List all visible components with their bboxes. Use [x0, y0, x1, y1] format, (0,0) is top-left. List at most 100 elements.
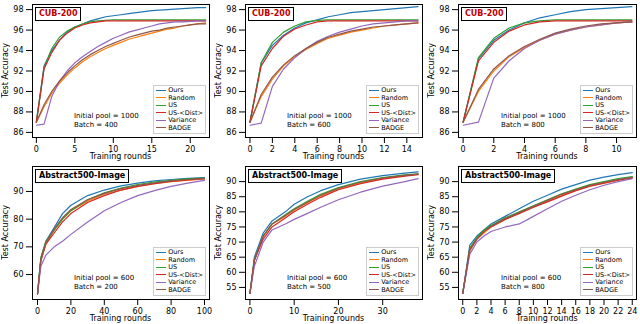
- svg-text:2: 2: [270, 145, 275, 154]
- svg-text:55: 55: [439, 283, 449, 292]
- svg-text:85: 85: [226, 192, 236, 201]
- svg-text:94: 94: [13, 46, 23, 55]
- html-text:Random: Random: [168, 93, 195, 102]
- svg-text:90: 90: [13, 87, 23, 96]
- svg-text:20: 20: [333, 307, 344, 317]
- svg-text:30: 30: [378, 307, 388, 316]
- html-text:Batch = 800: Batch = 800: [501, 120, 545, 129]
- svg-text:70: 70: [439, 238, 449, 247]
- html-text:Test Accuracy: Test Accuracy: [213, 43, 223, 98]
- svg-text:92: 92: [439, 67, 449, 76]
- svg-text:8: 8: [583, 145, 588, 154]
- svg-text:80: 80: [439, 207, 449, 216]
- html-text:Test Accuracy: Test Accuracy: [426, 205, 436, 260]
- html-text:Test Accuracy: Test Accuracy: [0, 205, 10, 260]
- svg-text:86: 86: [439, 128, 449, 137]
- svg-text:14: 14: [402, 145, 412, 154]
- svg-text:40: 40: [99, 307, 110, 317]
- svg-text:15: 15: [146, 145, 157, 155]
- svg-text:86: 86: [13, 128, 23, 137]
- svg-text:10: 10: [611, 145, 621, 154]
- svg-text:0: 0: [461, 145, 466, 154]
- html-text:CUB-200: CUB-200: [465, 9, 504, 18]
- svg-text:18: 18: [585, 307, 595, 316]
- svg-text:98: 98: [439, 5, 449, 14]
- html-text:10 12 14 16: 10 12 14 16: [528, 307, 581, 317]
- svg-text:5: 5: [72, 145, 77, 154]
- svg-text:98: 98: [226, 5, 236, 14]
- svg-text:2: 2: [474, 307, 479, 316]
- svg-text:0: 0: [34, 145, 39, 154]
- svg-text:0: 0: [247, 307, 252, 316]
- svg-text:10: 10: [289, 307, 299, 316]
- svg-text:10: 10: [356, 145, 368, 155]
- html-text:Batch = 400: Batch = 400: [74, 120, 118, 129]
- html-text:BADGE: BADGE: [595, 123, 619, 132]
- html-text:CUB-200: CUB-200: [39, 9, 78, 18]
- svg-text:88: 88: [439, 107, 449, 116]
- html-text:BADGE: BADGE: [168, 123, 192, 132]
- html-text:US-<Dist>: US-<Dist>: [168, 108, 203, 117]
- svg-text:90: 90: [439, 177, 449, 186]
- svg-text:90: 90: [13, 187, 23, 196]
- svg-text:96: 96: [226, 26, 236, 35]
- svg-text:70: 70: [13, 242, 23, 251]
- html-text:Test Accuracy: Test Accuracy: [426, 43, 436, 98]
- svg-text:94: 94: [226, 46, 236, 55]
- svg-text:80: 80: [226, 207, 236, 216]
- html-text:Test Accuracy: Test Accuracy: [0, 43, 10, 98]
- html-text:CUB-200: CUB-200: [252, 9, 291, 18]
- html-text:Training rounds: Training rounds: [302, 152, 365, 161]
- svg-text:20: 20: [599, 307, 609, 316]
- svg-text:80: 80: [13, 215, 23, 224]
- svg-text:88: 88: [226, 107, 236, 116]
- svg-text:22: 22: [613, 307, 623, 316]
- svg-text:90: 90: [226, 177, 236, 186]
- svg-text:0: 0: [35, 307, 40, 316]
- svg-text:60: 60: [13, 270, 23, 279]
- html-text:US-<Dist>: US-<Dist>: [595, 108, 630, 117]
- svg-text:98: 98: [13, 5, 23, 14]
- html-text:Abstract500-Image: Abstract500-Image: [39, 171, 126, 180]
- svg-text:0: 0: [247, 145, 252, 154]
- svg-text:4: 4: [488, 307, 493, 316]
- svg-text:20: 20: [66, 307, 76, 316]
- svg-text:86: 86: [226, 128, 236, 137]
- svg-text:65: 65: [226, 253, 236, 262]
- svg-text:6: 6: [503, 307, 508, 316]
- svg-text:96: 96: [13, 26, 23, 35]
- svg-text:90: 90: [439, 87, 449, 96]
- html-text:US-<Dist>: US-<Dist>: [381, 108, 416, 117]
- svg-text:70: 70: [226, 238, 236, 247]
- svg-text:20: 20: [185, 145, 195, 154]
- svg-text:92: 92: [13, 67, 23, 76]
- svg-text:80: 80: [166, 307, 176, 316]
- html-text:Random: Random: [381, 93, 408, 102]
- svg-text:96: 96: [439, 26, 449, 35]
- html-text:Random: Random: [595, 93, 622, 102]
- svg-text:85: 85: [439, 192, 449, 201]
- svg-text:4: 4: [292, 145, 297, 154]
- svg-text:90: 90: [226, 87, 236, 96]
- svg-text:92: 92: [226, 67, 236, 76]
- svg-text:94: 94: [439, 46, 449, 55]
- html-text:Training rounds: Training rounds: [89, 152, 152, 161]
- svg-text:88: 88: [13, 107, 23, 116]
- svg-text:60: 60: [226, 268, 236, 277]
- html-text:Test Accuracy: Test Accuracy: [213, 205, 223, 260]
- html-text:BADGE: BADGE: [381, 123, 405, 132]
- html-text:Training rounds: Training rounds: [516, 152, 578, 161]
- svg-text:100: 100: [197, 307, 212, 316]
- svg-text:75: 75: [439, 223, 449, 232]
- svg-text:65: 65: [439, 253, 449, 262]
- svg-text:60: 60: [132, 307, 143, 317]
- svg-text:12: 12: [379, 145, 389, 154]
- svg-text:75: 75: [226, 223, 236, 232]
- svg-text:2: 2: [491, 145, 496, 154]
- svg-text:0: 0: [460, 307, 465, 316]
- html-text:Batch = 600: Batch = 600: [287, 120, 331, 129]
- svg-text:10: 10: [108, 145, 119, 155]
- svg-text:55: 55: [226, 283, 236, 292]
- svg-text:60: 60: [439, 268, 449, 277]
- svg-text:24: 24: [627, 307, 637, 316]
